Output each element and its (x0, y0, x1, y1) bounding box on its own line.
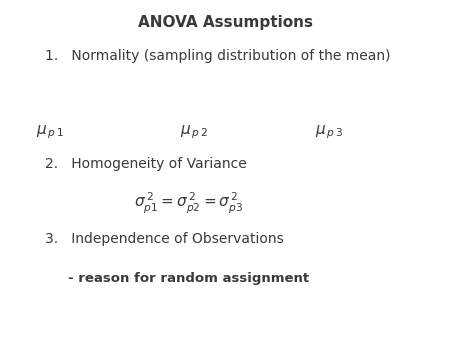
Text: $\mu_{\,p\,2}$: $\mu_{\,p\,2}$ (180, 123, 208, 141)
Text: $\mu_{\,p\,3}$: $\mu_{\,p\,3}$ (315, 123, 343, 141)
Text: $\mu_{\,p\,1}$: $\mu_{\,p\,1}$ (36, 123, 64, 141)
Text: $\sigma_{p1}^{\,2} = \sigma_{p2}^{\,2} = \sigma_{p3}^{\,2}$: $\sigma_{p1}^{\,2} = \sigma_{p2}^{\,2} =… (135, 191, 243, 216)
Text: ANOVA Assumptions: ANOVA Assumptions (138, 15, 312, 30)
Text: 2.   Homogeneity of Variance: 2. Homogeneity of Variance (45, 157, 247, 171)
Text: - reason for random assignment: - reason for random assignment (68, 272, 310, 285)
Text: 3.   Independence of Observations: 3. Independence of Observations (45, 232, 284, 245)
Text: 1.   Normality (sampling distribution of the mean): 1. Normality (sampling distribution of t… (45, 49, 391, 63)
